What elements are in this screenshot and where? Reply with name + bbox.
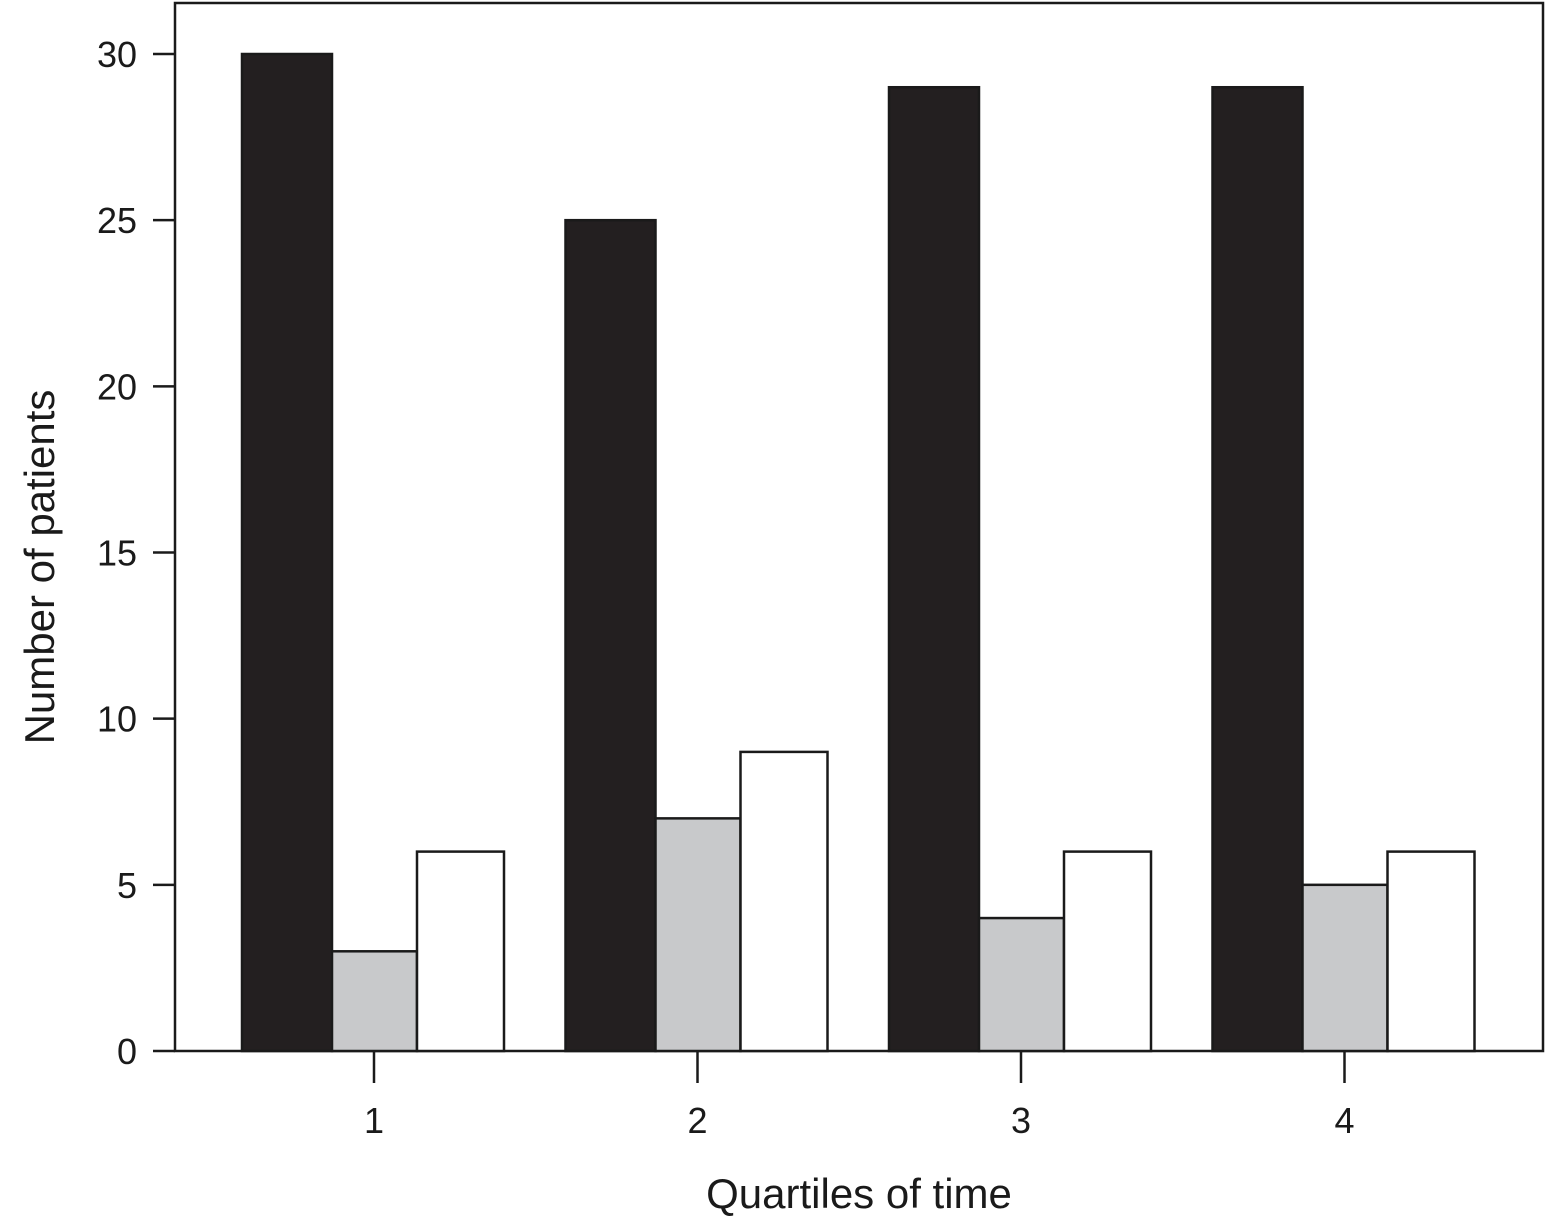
y-tick-label: 10 [97, 699, 137, 740]
y-tick-label: 15 [97, 533, 137, 574]
y-axis: 0 5 10 15 20 25 30 [97, 34, 175, 1072]
y-axis-title: Number of patients [16, 390, 63, 745]
x-tick-label: 3 [1011, 1100, 1031, 1141]
x-tick-label: 2 [687, 1100, 707, 1141]
y-tick-label: 30 [97, 34, 137, 75]
y-tick-label: 5 [117, 865, 137, 906]
y-tick-label: 25 [97, 200, 137, 241]
y-tick-label: 0 [117, 1031, 137, 1072]
plot-frame [173, 1, 1545, 1053]
bar-series-3-q1 [415, 850, 506, 1053]
bar-series-2-q1 [330, 950, 419, 1053]
bar-series-1-q1 [240, 52, 334, 1053]
bar-series-3-q3 [1062, 850, 1153, 1053]
bar-series-2-q4 [1301, 883, 1389, 1053]
bar-series-2-q2 [654, 817, 742, 1053]
y-tick-label: 20 [97, 366, 137, 407]
x-tick-label: 4 [1334, 1100, 1354, 1141]
bar-series-3-q4 [1386, 850, 1476, 1053]
x-tick-label: 1 [364, 1100, 384, 1141]
bar-series-1-q2 [564, 218, 657, 1053]
bars [240, 52, 1476, 1053]
x-axis: 1 2 3 4 [364, 1051, 1355, 1141]
bar-series-1-q3 [887, 85, 981, 1053]
bar-series-2-q3 [977, 916, 1066, 1053]
bar-series-3-q2 [739, 750, 829, 1053]
x-axis-title: Quartiles of time [706, 1170, 1012, 1217]
bar-series-1-q4 [1211, 85, 1304, 1053]
plot-border [173, 1, 1545, 1053]
